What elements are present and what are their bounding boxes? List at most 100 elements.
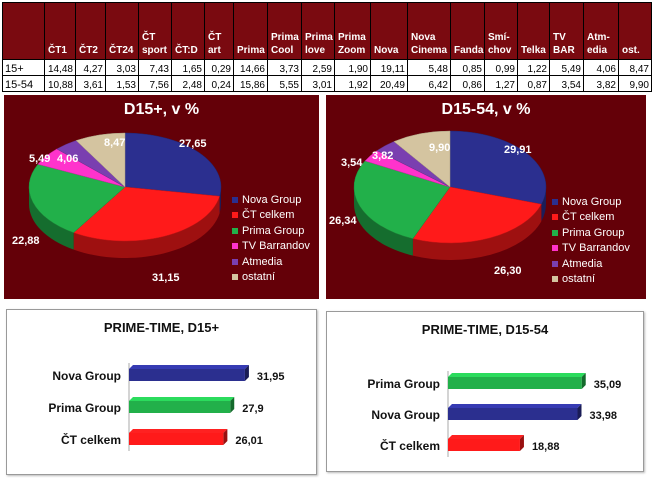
table-cell: 14,48 [44, 59, 76, 76]
bar-side-face [519, 435, 524, 451]
bar-side-face [244, 365, 249, 381]
pie-slice-nova-group [449, 130, 547, 205]
bar-front-face [448, 408, 578, 420]
legend-item: Prima Group [232, 223, 310, 239]
pie-slice-prima-group [28, 163, 126, 233]
slice-value-label: 31,15 [152, 272, 180, 284]
table-cell: 7,43 [138, 59, 172, 76]
slice-value-label: 8,47 [104, 137, 126, 149]
slice-value-label: 5,49 [29, 153, 51, 165]
legend-swatch [232, 227, 238, 234]
bar-top-face [448, 373, 586, 377]
pie-slice-side [412, 204, 542, 260]
table-cell: 3,01 [301, 75, 335, 92]
category-label: ČT celkem [61, 432, 121, 447]
legend-swatch [552, 260, 558, 267]
legend-label: Prima Group [242, 224, 305, 237]
chart-legend: Nova Group ČT celkem Prima Group TV Barrand… [232, 192, 310, 285]
bar-side-face [230, 397, 235, 413]
category-label: ČT celkem [380, 438, 440, 453]
table-cell: 3,82 [583, 75, 619, 92]
legend-item: Nova Group [552, 194, 630, 210]
table-cell: 0,87 [517, 75, 550, 92]
column-header: ČT sport [138, 2, 172, 60]
bar-value-label: 27,9 [242, 403, 263, 415]
category-label: Nova Group [371, 408, 440, 422]
category-label: Prima Group [367, 377, 440, 391]
table-cell: 1,22 [517, 59, 550, 76]
legend-label: Nova Group [562, 195, 622, 208]
bar-value-label: 31,95 [257, 371, 285, 383]
table-cell: 10,88 [44, 75, 76, 92]
row-label: 15+ [2, 59, 45, 76]
column-header: Smí-chov [484, 2, 518, 60]
bar-value-label: 33,98 [589, 410, 617, 422]
table-cell: 9,90 [618, 75, 652, 92]
bar-value-label: 35,09 [594, 379, 622, 391]
slice-value-label: 26,30 [494, 265, 522, 277]
table-cell: 2,48 [171, 75, 205, 92]
row-label: 15-54 [2, 75, 45, 92]
table-cell: 4,27 [75, 59, 106, 76]
bar-top-face [129, 429, 228, 433]
legend-label: TV Barrandov [242, 240, 310, 253]
pie-slice--t-celkem [412, 186, 542, 244]
legend-label: ostatní [242, 271, 276, 284]
slice-value-label: 3,82 [372, 150, 394, 162]
table-cell: 1,92 [334, 75, 371, 92]
legend-label: Nova Group [242, 193, 302, 206]
table-cell: 5,49 [549, 59, 584, 76]
legend-item: ostatní [232, 270, 310, 286]
bar-top-face [129, 365, 249, 369]
table-cell: 1,90 [334, 59, 371, 76]
table-row: 15+ 14,48 4,27 3,03 7,43 1,65 0,29 14,66 3,73 2,5… [2, 59, 652, 76]
column-header: TV BAR [549, 2, 584, 60]
chart-title: D15+, v % [123, 101, 200, 118]
column-header: Fanda [450, 2, 485, 60]
pie-slice-nova-group [124, 132, 222, 197]
bar-top-face [448, 435, 524, 439]
bar-top-face [448, 404, 582, 408]
legend-swatch [232, 243, 238, 250]
legend-swatch [232, 258, 238, 265]
bar-value-label: 26,01 [235, 435, 263, 447]
pie-side-walls [354, 187, 546, 260]
legend-item: ČT celkem [552, 210, 630, 226]
table-cell: 6,42 [407, 75, 451, 92]
table-cell: 2,59 [301, 59, 335, 76]
bar-side-face [223, 429, 228, 445]
chart-title: D15-54, v % [441, 101, 531, 118]
legend-item: Nova Group [232, 192, 310, 208]
table-cell: 8,47 [618, 59, 652, 76]
legend-label: ČT celkem [562, 211, 615, 224]
legend-swatch [552, 245, 558, 252]
legend-label: ČT celkem [242, 209, 295, 222]
pie-slice-ostatn- [393, 130, 451, 188]
legend-item: TV Barrandov [552, 241, 630, 257]
pie-slice-side [219, 187, 221, 214]
column-header: ČT:D [171, 2, 205, 60]
pie-side-walls [29, 187, 221, 258]
column-header: ČT art [204, 2, 234, 60]
chart-title: PRIME-TIME, D15-54 [421, 322, 549, 337]
column-header: ČT24 [105, 2, 139, 60]
pie-chart-panel-d15: D15+, v % Nova Group ČT celkem Prima Group… [4, 95, 319, 299]
bar-chart-d15: Nova Group 31,95 Prima Group 27,9 ČT celkem 2… [48, 363, 285, 451]
column-header: ČT2 [75, 2, 106, 60]
slice-value-label: 3,54 [341, 157, 363, 169]
legend-swatch [232, 196, 238, 203]
table-cell: 3,61 [75, 75, 106, 92]
pie-slice-side [354, 187, 413, 256]
slice-value-label: 4,06 [57, 153, 79, 165]
table-row: 15-54 10,88 3,61 1,53 7,56 2,48 0,24 15,86 5,55 3… [2, 75, 652, 92]
table-cell: 3,54 [549, 75, 584, 92]
table-cell: 1,27 [484, 75, 518, 92]
column-header: ost. [618, 2, 652, 60]
legend-item: Prima Group [552, 225, 630, 241]
bar [129, 429, 228, 445]
table-cell: 1,65 [171, 59, 205, 76]
bar-front-face [129, 369, 245, 381]
legend-swatch [232, 274, 238, 281]
bar-front-face [448, 377, 582, 389]
bar-side-face [581, 373, 586, 389]
